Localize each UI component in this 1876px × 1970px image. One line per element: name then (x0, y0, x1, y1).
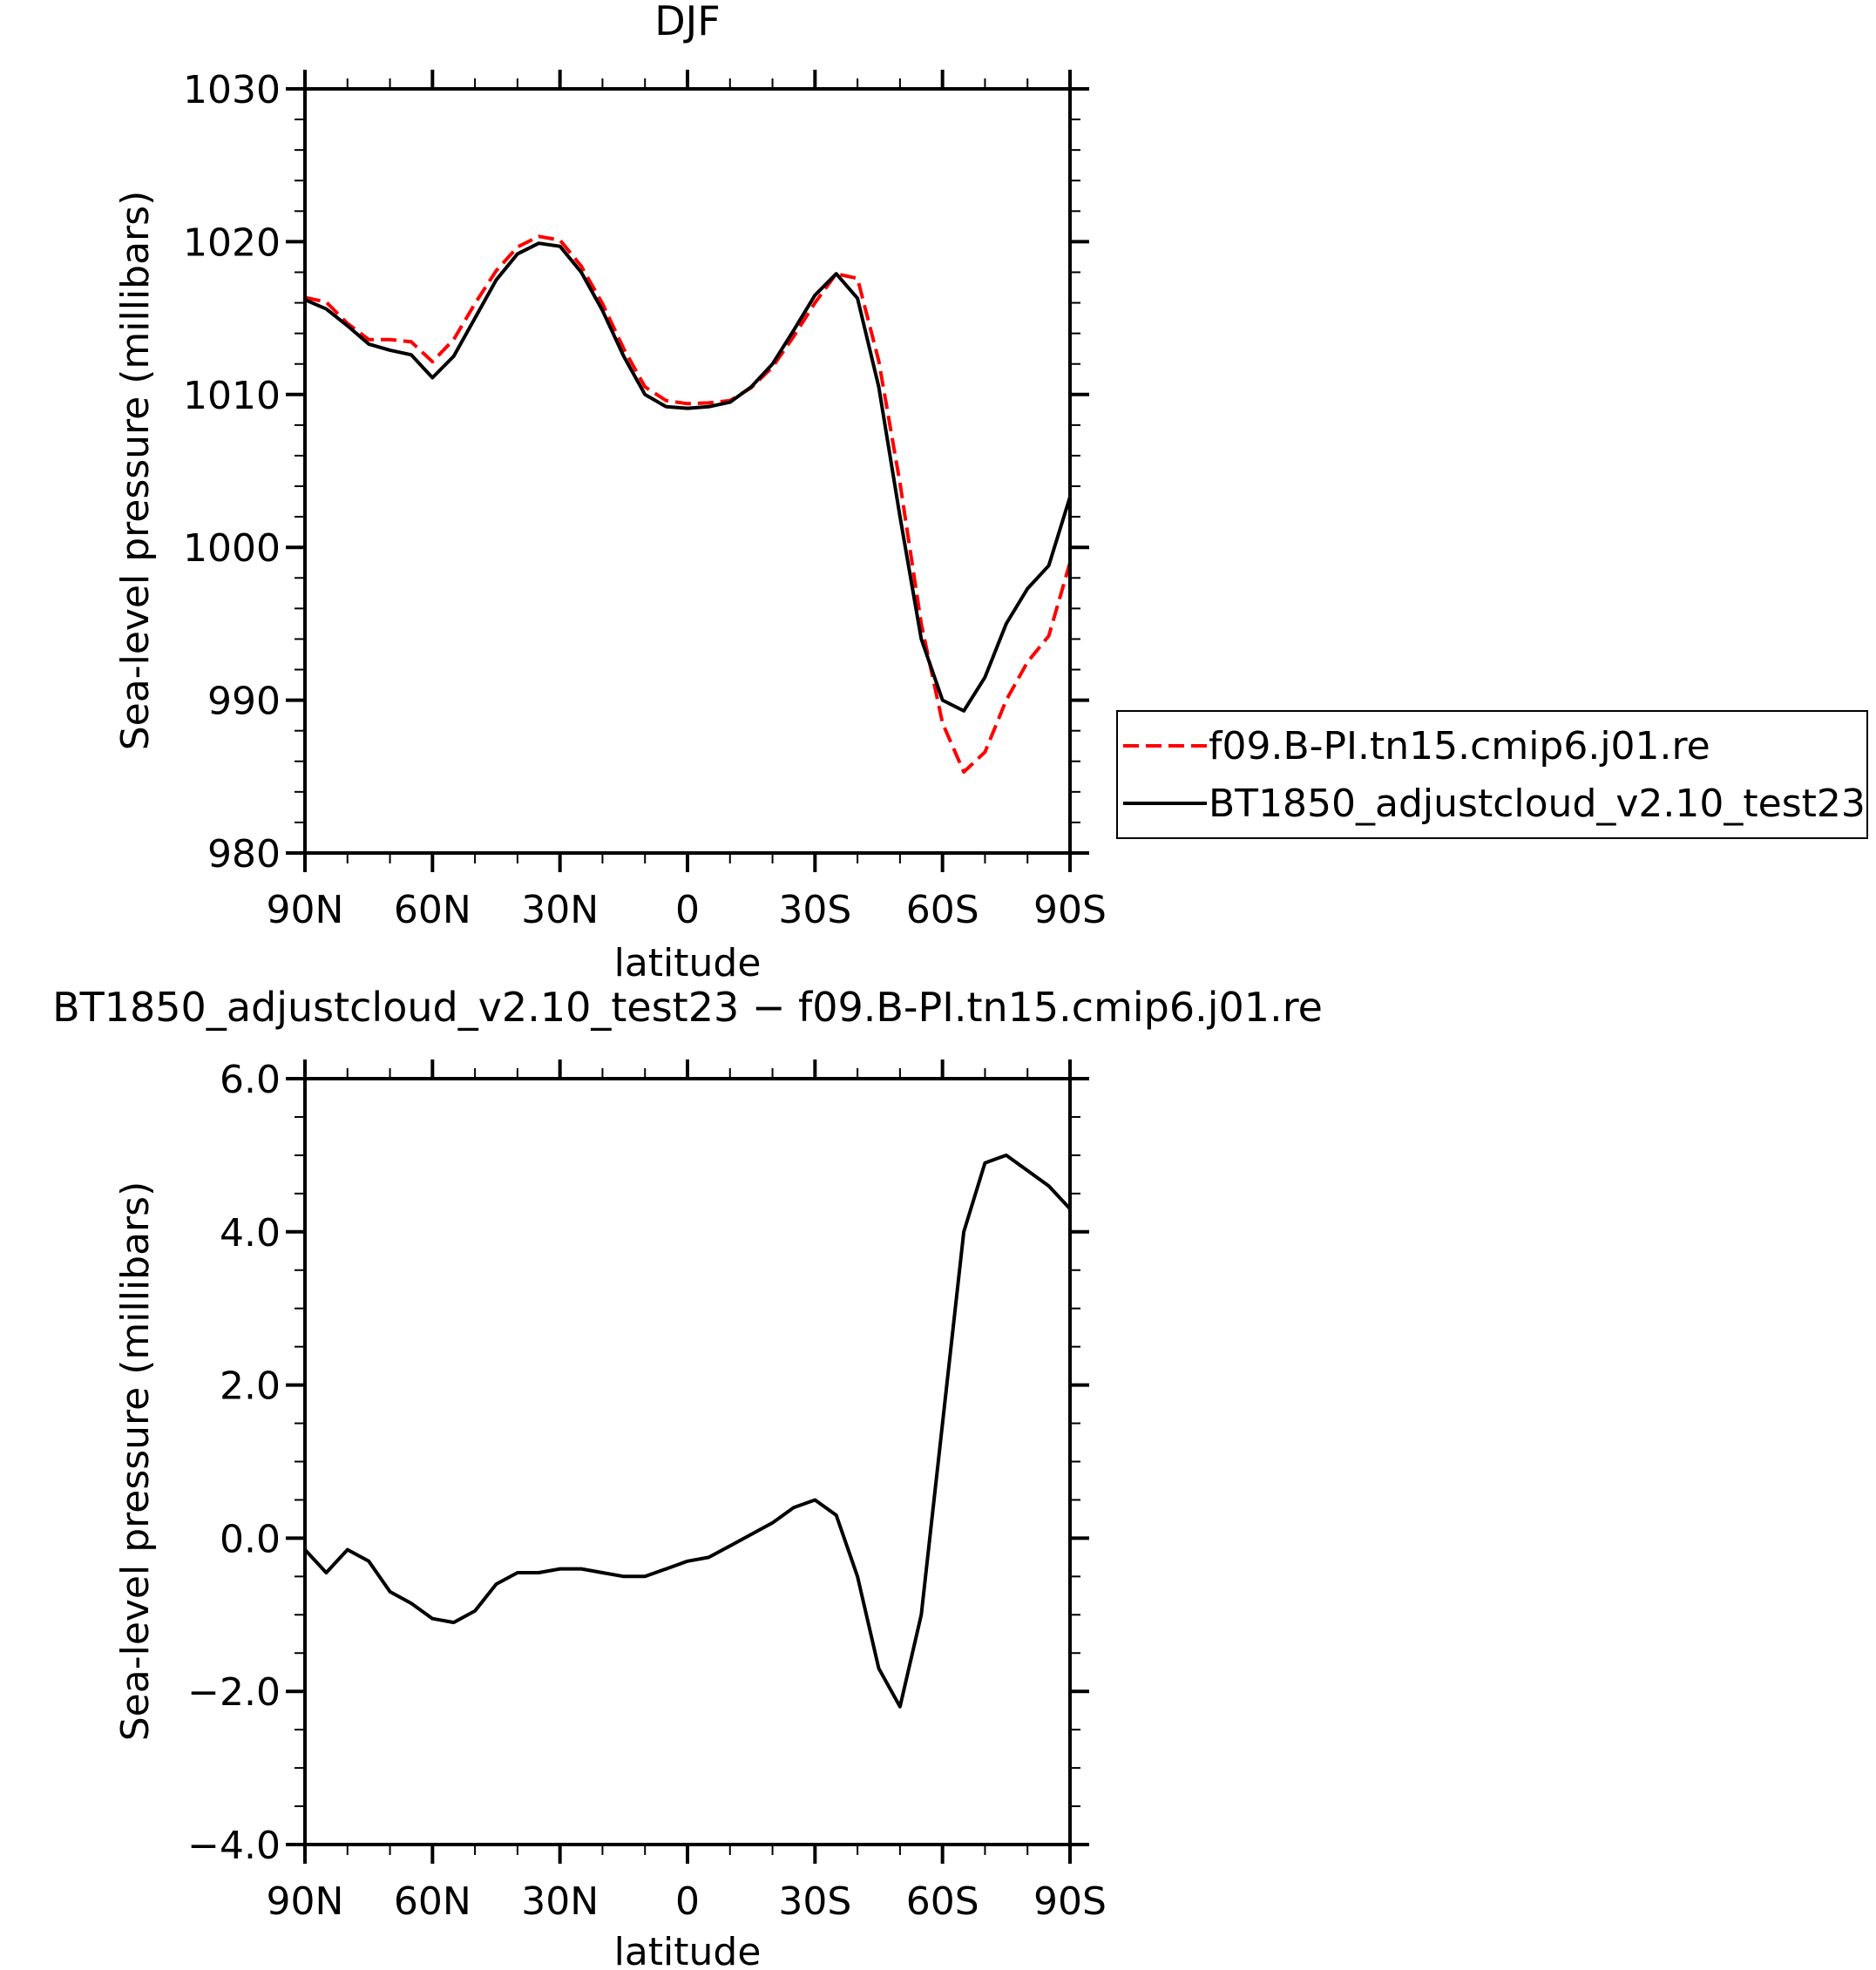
y-tick-label: 1020 (183, 220, 281, 265)
bottom-panel-difference: BT1850_adjustcloud_v2.10_test23 − f09.B-… (52, 984, 1323, 1970)
y-tick-label: 2.0 (220, 1364, 281, 1409)
series-line-first (304, 234, 1072, 774)
x-tick-label: 0 (675, 888, 700, 932)
series-line-first (303, 1153, 1072, 1709)
x-tick-label: 90N (267, 1879, 344, 1924)
legend-label-bt1850: BT1850_adjustcloud_v2.10_test23 (1209, 782, 1866, 826)
y-tick-label: 1000 (183, 526, 281, 571)
y-tick-label: 980 (207, 832, 281, 877)
x-tick-label: 60N (394, 888, 471, 932)
x-tick-label: 90S (1033, 1879, 1107, 1924)
plot-frame (303, 1077, 1072, 1846)
y-tick-label: −4.0 (187, 1824, 281, 1868)
x-tick-label: 60N (394, 1879, 471, 1924)
x-tick-label: 90N (267, 888, 344, 932)
x-tick-label: 90S (1033, 888, 1107, 932)
x-tick-label: 30N (521, 888, 599, 932)
legend-label-f09: f09.B-PI.tn15.cmip6.j01.re (1209, 724, 1710, 768)
y-tick-label: 0.0 (220, 1517, 281, 1561)
x-axis-label: latitude (614, 1930, 762, 1970)
x-tick-label: 0 (675, 1879, 700, 1924)
y-tick-label: 1010 (183, 374, 281, 418)
top-panel-djf-slp: DJF latitude Sea-level pressure (milliba… (113, 0, 1868, 985)
x-axis-label: latitude (614, 941, 762, 985)
y-axis-label: Sea-level pressure (millibars) (113, 191, 158, 751)
chart-title: BT1850_adjustcloud_v2.10_test23 − f09.B-… (52, 984, 1323, 1031)
y-tick-label: 4.0 (220, 1211, 281, 1256)
plot-frame (303, 87, 1072, 855)
y-tick-label: 6.0 (220, 1058, 281, 1102)
y-tick-label: −2.0 (187, 1670, 281, 1715)
y-axis-label: Sea-level pressure (millibars) (113, 1181, 158, 1742)
x-tick-label: 30S (778, 888, 851, 932)
x-tick-label: 30S (778, 1879, 851, 1924)
x-tick-label: 60S (906, 888, 979, 932)
series-line-second (304, 241, 1072, 713)
legend: f09.B-PI.tn15.cmip6.j01.re BT1850_adjust… (1116, 710, 1868, 839)
legend-box (1116, 710, 1868, 839)
x-tick-label: 30N (521, 1879, 599, 1924)
y-tick-label: 1030 (183, 68, 281, 112)
x-tick-label: 60S (906, 1879, 979, 1924)
y-tick-label: 990 (207, 680, 281, 724)
chart-title: DJF (654, 0, 720, 44)
